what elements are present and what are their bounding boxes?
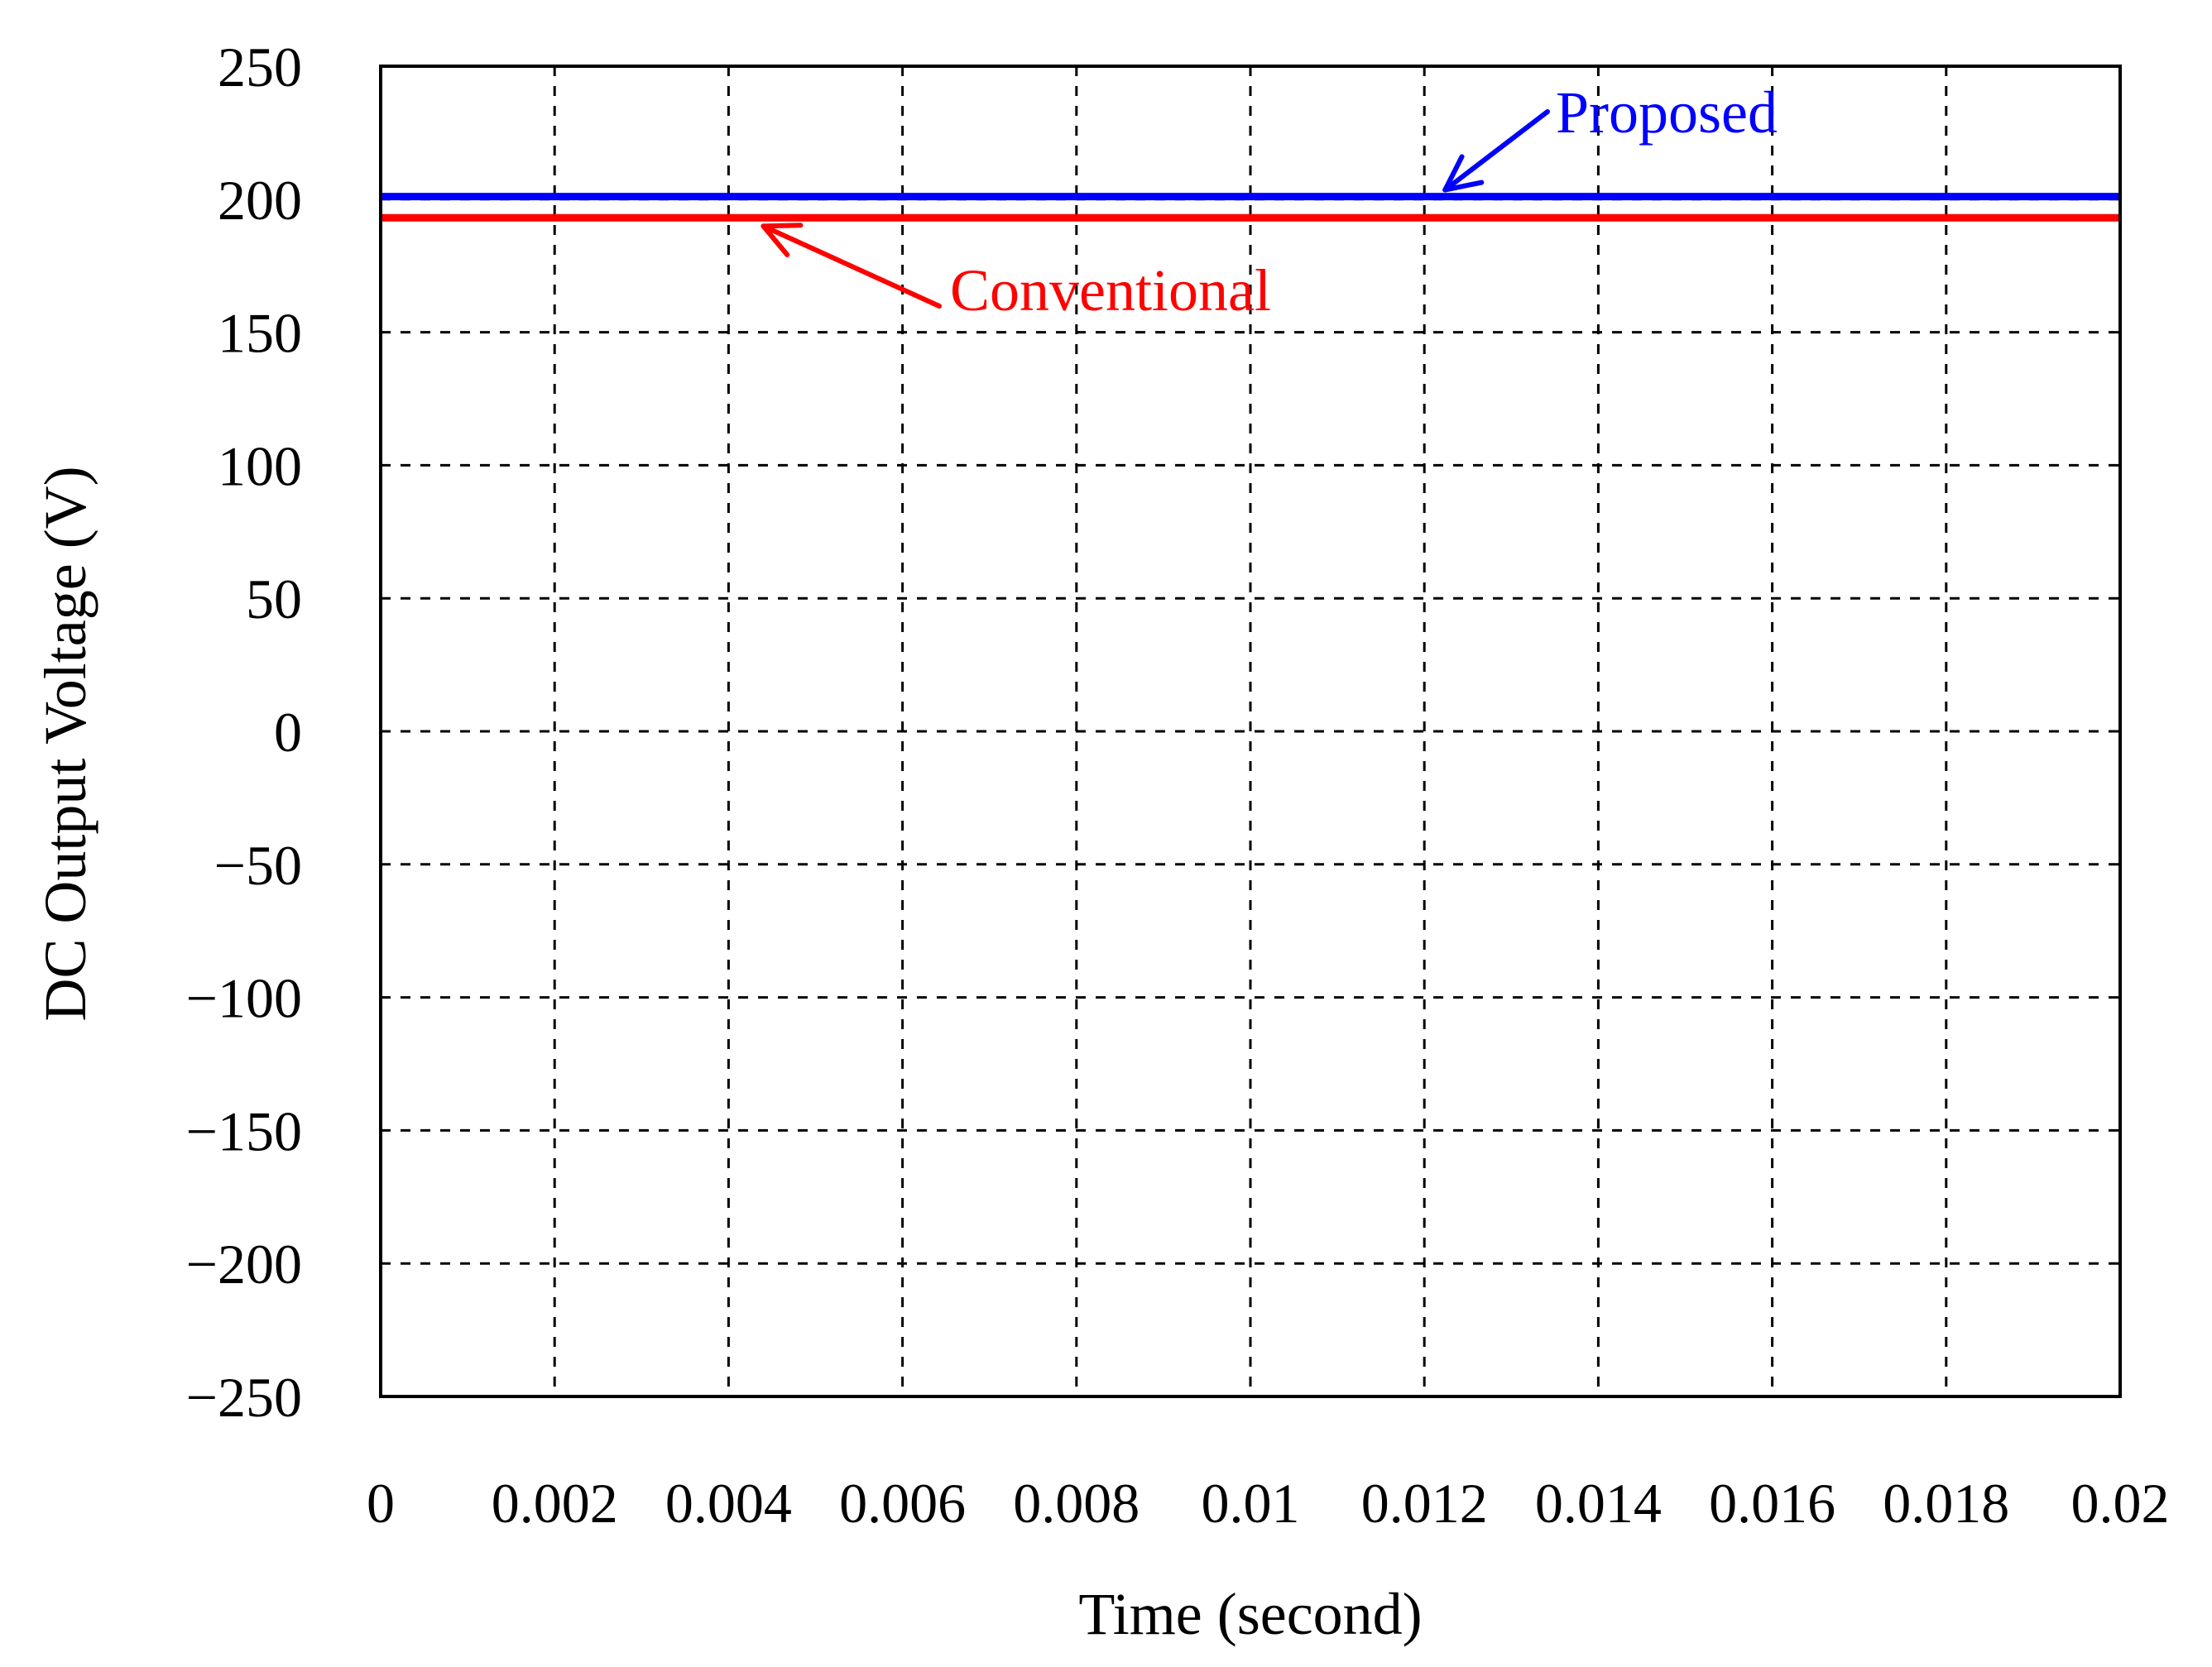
y-tick-labels: 250 200 150 100 50 0 −50 −100 −150 −200 −250 [186, 36, 302, 1429]
x-tick-label: 0.004 [665, 1472, 792, 1535]
x-tick-label: 0.006 [839, 1472, 966, 1535]
x-tick-label: 0.012 [1361, 1472, 1488, 1535]
y-tick-label: 100 [218, 434, 302, 497]
x-tick-labels: 0 0.002 0.004 0.006 0.008 0.01 0.012 0.014 0.016… [367, 1472, 2170, 1535]
annotation-arrow-conventional [761, 223, 942, 309]
annotation-label-conventional: Conventional [950, 257, 1271, 323]
y-tick-label: −150 [186, 1099, 302, 1162]
annotation-arrow-proposed [1442, 109, 1550, 193]
x-tick-label: 0.014 [1535, 1472, 1662, 1535]
grid [381, 66, 2120, 1396]
x-tick-label: 0.01 [1202, 1472, 1300, 1535]
x-axis-title: Time (second) [1078, 1581, 1422, 1647]
y-axis-title: DC Output Voltage (V) [32, 466, 98, 1021]
annotations: Proposed Conventional [761, 79, 1778, 323]
y-tick-label: −250 [186, 1366, 302, 1429]
y-tick-label: 250 [218, 36, 302, 98]
x-tick-label: 0.002 [492, 1472, 618, 1535]
x-tick-label: 0.008 [1013, 1472, 1140, 1535]
y-tick-label: 150 [218, 302, 302, 365]
annotation-label-proposed: Proposed [1556, 79, 1778, 146]
x-tick-label: 0 [367, 1472, 395, 1535]
y-tick-label: 200 [218, 169, 302, 232]
annotation-arrowhead-proposed [1442, 154, 1485, 193]
series-layer [381, 193, 2120, 222]
x-tick-label: 0.018 [1883, 1472, 2009, 1535]
y-tick-label: 0 [274, 701, 302, 764]
y-tick-label: −100 [186, 967, 302, 1030]
x-tick-label: 0.016 [1709, 1472, 1835, 1535]
y-tick-label: −50 [214, 834, 302, 897]
annotation-arrowhead-conventional [761, 223, 804, 257]
y-tick-label: 50 [246, 568, 302, 630]
x-tick-label: 0.02 [2071, 1472, 2170, 1535]
plot-frame [379, 65, 2122, 1398]
y-tick-label: −200 [186, 1233, 302, 1296]
